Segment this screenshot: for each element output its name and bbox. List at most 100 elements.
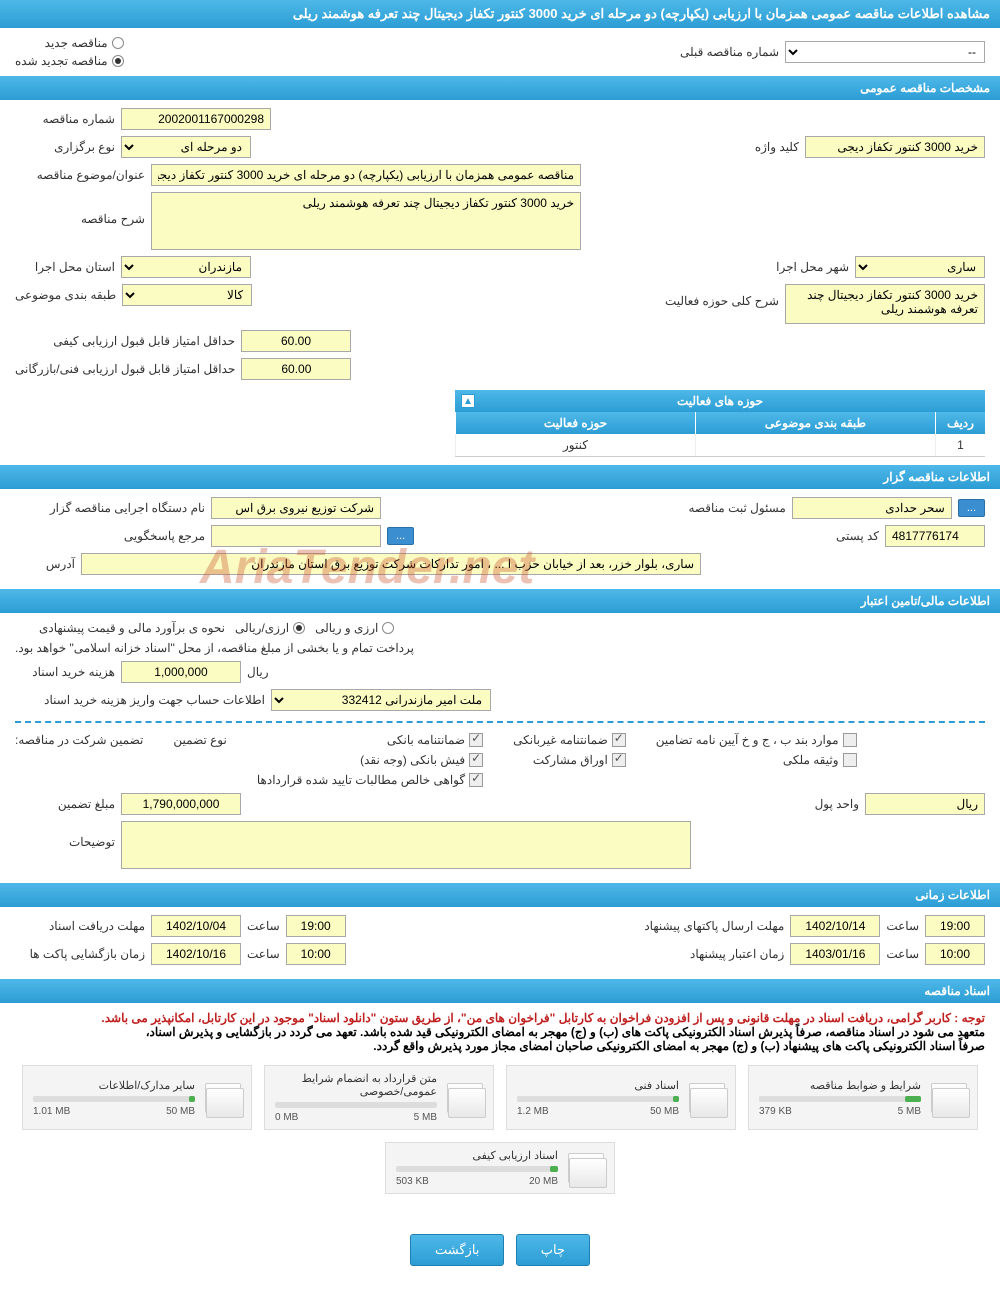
keyword-field[interactable] <box>805 136 985 158</box>
doc-fee-field[interactable] <box>121 661 241 683</box>
g-unit-field[interactable] <box>865 793 985 815</box>
folder-icon <box>568 1153 604 1183</box>
doc-progress <box>517 1096 679 1102</box>
checkbox-icon <box>469 773 483 787</box>
page-title: مشاهده اطلاعات مناقصه عمومی همزمان با ار… <box>0 0 1000 28</box>
section-holder-body: ... مسئول ثبت مناقصه نام دستگاه اجرایی م… <box>0 489 1000 589</box>
province-select[interactable]: مازندران <box>121 256 251 278</box>
doc-card[interactable]: اسناد ارزیابی کیفی503 KB20 MB <box>385 1142 615 1194</box>
category-select[interactable]: کالا <box>122 284 252 306</box>
radio-fx[interactable]: ارزی/ریالی <box>235 621 305 635</box>
tender-no-field[interactable] <box>121 108 271 130</box>
chk-nonbank[interactable]: ضمانتنامه غیربانکی <box>513 733 626 747</box>
radio-renewed-dot <box>112 55 124 67</box>
doc-meta: 503 KB20 MB <box>396 1176 558 1187</box>
print-button[interactable]: چاپ <box>516 1234 590 1266</box>
tender-no-label: شماره مناقصه <box>15 112 115 126</box>
ref-more-button[interactable]: ... <box>387 527 414 545</box>
notes-label: توضیحات <box>15 821 115 849</box>
rial-label-1: ریال <box>247 665 269 679</box>
radio-renewed[interactable]: مناقصه تجدید شده <box>15 54 124 68</box>
doc-progress <box>759 1096 921 1102</box>
validity-date-field[interactable] <box>790 943 880 965</box>
folder-icon <box>931 1083 967 1113</box>
chk-property[interactable]: وثیقه ملکی <box>656 753 857 767</box>
activity-table: حوزه های فعالیت ▲ ردیف طبقه بندی موضوعی … <box>455 390 985 457</box>
doc-title: سایر مدارک/اطلاعات <box>33 1079 195 1092</box>
radio-fx-dot <box>293 622 305 634</box>
chk-securities[interactable]: اوراق مشارکت <box>513 753 626 767</box>
chk-receivables[interactable]: گواهی خالص مطالبات تایید شده قراردادها <box>257 773 483 787</box>
doc-card[interactable]: اسناد فنی1.2 MB50 MB <box>506 1065 736 1130</box>
cell-act: کنتور <box>455 434 695 456</box>
proposal-date-field[interactable] <box>790 915 880 937</box>
back-button[interactable]: بازگشت <box>410 1234 504 1266</box>
collapse-icon[interactable]: ▲ <box>461 394 475 408</box>
cell-idx: 1 <box>935 434 985 456</box>
radio-fx-only[interactable]: ارزی و ریالی <box>315 621 394 635</box>
city-select[interactable]: ساری <box>855 256 985 278</box>
activity-desc-field[interactable] <box>785 284 985 324</box>
activity-desc-label: شرح کلی حوزه فعالیت <box>665 284 779 308</box>
time-label-4: ساعت <box>886 947 919 961</box>
subject-field[interactable] <box>151 164 581 186</box>
postal-field[interactable] <box>885 525 985 547</box>
section-holder-header: اطلاعات مناقصه گزار <box>0 465 1000 489</box>
doc-card[interactable]: شرایط و ضوابط مناقصه379 KB5 MB <box>748 1065 978 1130</box>
prev-tender-label: شماره مناقصه قبلی <box>680 45 779 59</box>
opening-time-field[interactable] <box>286 943 346 965</box>
section-general-body: شماره مناقصه کلید واژه دو مرحله ای نوع ب… <box>0 100 1000 465</box>
chk-bond[interactable]: موارد بند ب ، ج و خ آیین نامه تضامین <box>656 733 857 747</box>
type-label: نوع برگزاری <box>15 140 115 154</box>
responsible-field[interactable] <box>792 497 952 519</box>
docs-note-2: متعهد می شود در اسناد مناقصه، صرفاً پذیر… <box>15 1025 985 1039</box>
account-label: اطلاعات حساب جهت واریز هزینه خرید اسناد <box>15 693 265 707</box>
gtype-label: نوع تضمین <box>173 733 226 747</box>
type-select[interactable]: دو مرحله ای <box>121 136 251 158</box>
postal-label: کد پستی <box>836 529 879 543</box>
doc-fee-label: هزینه خرید اسناد <box>15 665 115 679</box>
min-quality-field[interactable] <box>241 330 351 352</box>
proposal-time-field[interactable] <box>925 915 985 937</box>
docs-note-1: توجه : کاربر گرامی، دریافت اسناد در مهلت… <box>15 1011 985 1025</box>
desc-field[interactable] <box>151 192 581 250</box>
docs-time-field[interactable] <box>286 915 346 937</box>
min-tech-field[interactable] <box>241 358 351 380</box>
ref-field[interactable] <box>211 525 381 547</box>
docs-date-field[interactable] <box>151 915 241 937</box>
doc-meta: 0 MB5 MB <box>275 1112 437 1123</box>
col-row: ردیف <box>935 412 985 434</box>
doc-meta: 1.2 MB50 MB <box>517 1106 679 1117</box>
doc-title: متن قرارداد به انضمام شرایط عمومی/خصوصی <box>275 1072 437 1098</box>
doc-grid: شرایط و ضوابط مناقصه379 KB5 MBاسناد فنی1… <box>15 1053 985 1206</box>
responsible-more-button[interactable]: ... <box>958 499 985 517</box>
doc-title: شرایط و ضوابط مناقصه <box>759 1079 921 1092</box>
keyword-label: کلید واژه <box>755 140 799 154</box>
account-select[interactable]: ملت امیر مازندرانی 332412 <box>271 689 491 711</box>
treasury-note: پرداخت تمام و یا بخشی از مبلغ مناقصه، از… <box>15 641 414 655</box>
min-tech-label: حداقل امتیاز قابل قبول ارزیابی فنی/بازرگ… <box>15 362 235 376</box>
org-label: نام دستگاه اجرایی مناقصه گزار <box>15 501 205 515</box>
doc-progress <box>275 1102 437 1108</box>
chk-bank[interactable]: ضمانتنامه بانکی <box>257 733 483 747</box>
separator <box>15 721 985 723</box>
g-amount-field[interactable] <box>121 793 241 815</box>
subject-label: عنوان/موضوع مناقصه <box>15 168 145 182</box>
address-field[interactable] <box>81 553 701 575</box>
notes-field[interactable] <box>121 821 691 869</box>
city-label: شهر محل اجرا <box>776 260 849 274</box>
address-label: آدرس <box>15 557 75 571</box>
validity-time-field[interactable] <box>925 943 985 965</box>
chk-cash[interactable]: فیش بانکی (وجه نقد) <box>257 753 483 767</box>
radio-new-label: مناقصه جدید <box>45 36 108 50</box>
prev-tender-select[interactable]: -- <box>785 41 985 63</box>
opening-date-field[interactable] <box>151 943 241 965</box>
doc-card[interactable]: سایر مدارک/اطلاعات1.01 MB50 MB <box>22 1065 252 1130</box>
activity-table-title: حوزه های فعالیت ▲ <box>455 390 985 412</box>
org-field[interactable] <box>211 497 381 519</box>
doc-card[interactable]: متن قرارداد به انضمام شرایط عمومی/خصوصی 0… <box>264 1065 494 1130</box>
section-general-header: مشخصات مناقصه عمومی <box>0 76 1000 100</box>
category-label: طبقه بندی موضوعی <box>15 288 116 302</box>
radio-new[interactable]: مناقصه جدید <box>15 36 124 50</box>
time-label-1: ساعت <box>247 919 280 933</box>
